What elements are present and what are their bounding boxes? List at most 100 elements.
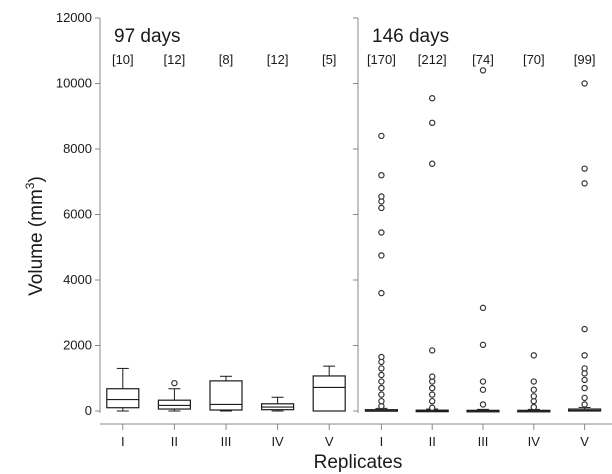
outlier-point [378,384,385,392]
x-tick-label: V [325,434,334,449]
outlier-point [530,393,538,400]
outlier-point [479,341,487,349]
outlier-point [429,404,436,411]
outlier-point [429,373,436,380]
outlier-point [378,397,385,405]
outlier-point [429,119,436,127]
y-axis-label-text: Volume (mm [26,189,47,296]
outlier-point [429,160,436,167]
outlier-point [378,229,385,236]
x-tick-label: I [380,434,384,449]
outlier-point [581,365,588,372]
x-tick-label: III [478,434,489,449]
sample-size-label: [74] [472,52,494,67]
outlier-point [479,401,487,408]
box-group: [10] [106,52,140,412]
outlier-point [581,384,588,392]
outlier-point [479,378,487,385]
y-tick-label: 10000 [56,76,92,91]
panel-title: 97 days [114,26,181,47]
x-axis: I II III IV V I II III IV V [100,423,612,449]
outlier-point [378,365,385,372]
panel-left: 97 days [10] [12] [8] [12] [5] [106,26,346,412]
outlier-point [378,204,385,212]
outlier-point [429,95,436,102]
x-tick-label: I [121,434,125,449]
outlier-point [378,371,385,379]
x-tick-label: II [171,434,178,449]
y-axis-label-close: ) [26,176,47,182]
box-group: [5] [312,52,346,412]
x-tick-label: IV [271,434,284,449]
x-tick-label: III [221,434,232,449]
outlier-point [378,391,385,398]
sample-size-label: [8] [219,52,233,67]
box-iqr [312,375,346,412]
box-group: [74] [466,52,500,413]
outlier-point [581,80,588,87]
outlier-point [581,180,588,187]
outlier-point [429,384,436,392]
panel-title: 146 days [372,26,449,47]
panel-right: 146 days [170] [212] [74] [70] [99] [364,26,602,413]
outlier-point [581,352,588,359]
y-tick-label: 8000 [63,141,92,156]
sample-size-label: [170] [367,52,396,67]
y-tick-label: 0 [85,403,92,418]
chart-panels: 97 days [10] [12] [8] [12] [5] 146 days [170] [2… [106,26,602,413]
outlier-point [378,252,385,259]
outlier-point [429,397,436,405]
x-tick-label: II [429,434,436,449]
sample-size-label: [212] [418,52,447,67]
y-axis-label: Volume (mm3) [23,176,47,296]
outlier-point [581,325,588,333]
outlier-point [530,352,538,359]
plot-frame [99,18,359,413]
outlier-point [530,386,538,393]
outlier-point [530,378,538,385]
box-group: [99] [567,52,602,412]
outlier-point [530,403,538,411]
outlier-point [378,193,385,200]
y-axis: 0 2000 4000 6000 8000 10000 12000 [56,10,358,418]
x-axis-label: Replicates [314,452,403,473]
box-group: [12] [157,52,191,412]
box-iqr [209,380,243,411]
x-tick-label: IV [528,434,541,449]
y-axis-label-superscript: 3 [23,182,37,189]
outlier-point [581,394,588,402]
outlier-point [429,347,436,354]
sample-size-label: [5] [322,52,336,67]
box-group: [170] [364,52,398,412]
outlier-point [581,165,588,172]
box-group: [12] [261,52,295,412]
outlier-point [378,353,385,361]
sample-size-label: [12] [267,52,289,67]
box-iqr [157,399,191,410]
outlier-point [479,304,487,312]
box-group: [212] [415,52,449,413]
sample-size-label: [12] [164,52,186,67]
box-group: [70] [517,52,551,413]
outlier-point [581,376,588,384]
y-tick-label: 4000 [63,272,92,287]
outlier-point [171,379,178,387]
y-tick-label: 2000 [63,338,92,353]
sample-size-label: [10] [112,52,134,67]
sample-size-label: [70] [523,52,545,67]
box-group: [8] [209,52,243,412]
outlier-point [429,391,436,398]
outlier-point [378,378,385,385]
outlier-point [581,401,588,408]
sample-size-label: [99] [574,52,596,67]
outlier-point [378,289,385,297]
y-tick-label: 12000 [56,10,92,25]
x-tick-label: V [580,434,589,449]
outlier-point [378,171,385,179]
outlier-point [479,67,487,74]
outlier-point [479,386,487,393]
outlier-point [378,132,385,140]
y-tick-label: 6000 [63,207,92,222]
box-iqr [106,388,140,409]
